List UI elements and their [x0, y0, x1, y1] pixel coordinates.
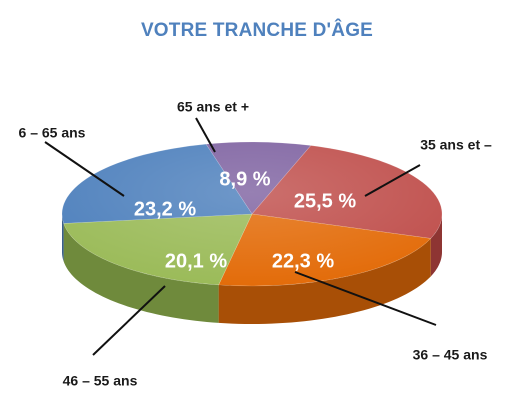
leader-line-3	[294, 271, 437, 326]
leader-line-5	[44, 141, 125, 197]
chart-title: VOTRE TRANCHE D'ÂGE	[140, 20, 374, 41]
slice-category-label-1: 65 ans et +	[177, 99, 249, 115]
slice-category-label-3: 36 – 45 ans	[413, 347, 488, 363]
leader-line-4	[92, 285, 166, 356]
leader-line-1	[195, 117, 216, 153]
slice-category-label-2: 35 ans et –	[420, 137, 492, 153]
slice-category-label-4: 46 – 55 ans	[63, 373, 138, 389]
slice-value-label-1: 8,9 %	[219, 168, 270, 190]
slice-value-label-4: 20,1 %	[165, 250, 227, 272]
slice-value-label-2: 25,5 %	[294, 190, 356, 212]
pie-side-4	[63, 223, 219, 323]
pie-highlight	[62, 142, 442, 286]
slice-category-label-5: 6 – 65 ans	[19, 125, 86, 141]
pie-side-5	[62, 214, 64, 262]
pie-side-2	[430, 214, 442, 277]
slice-value-label-5: 23,2 %	[134, 198, 196, 220]
slice-value-label-3: 22,3 %	[272, 250, 334, 272]
leader-line-2	[364, 164, 421, 197]
